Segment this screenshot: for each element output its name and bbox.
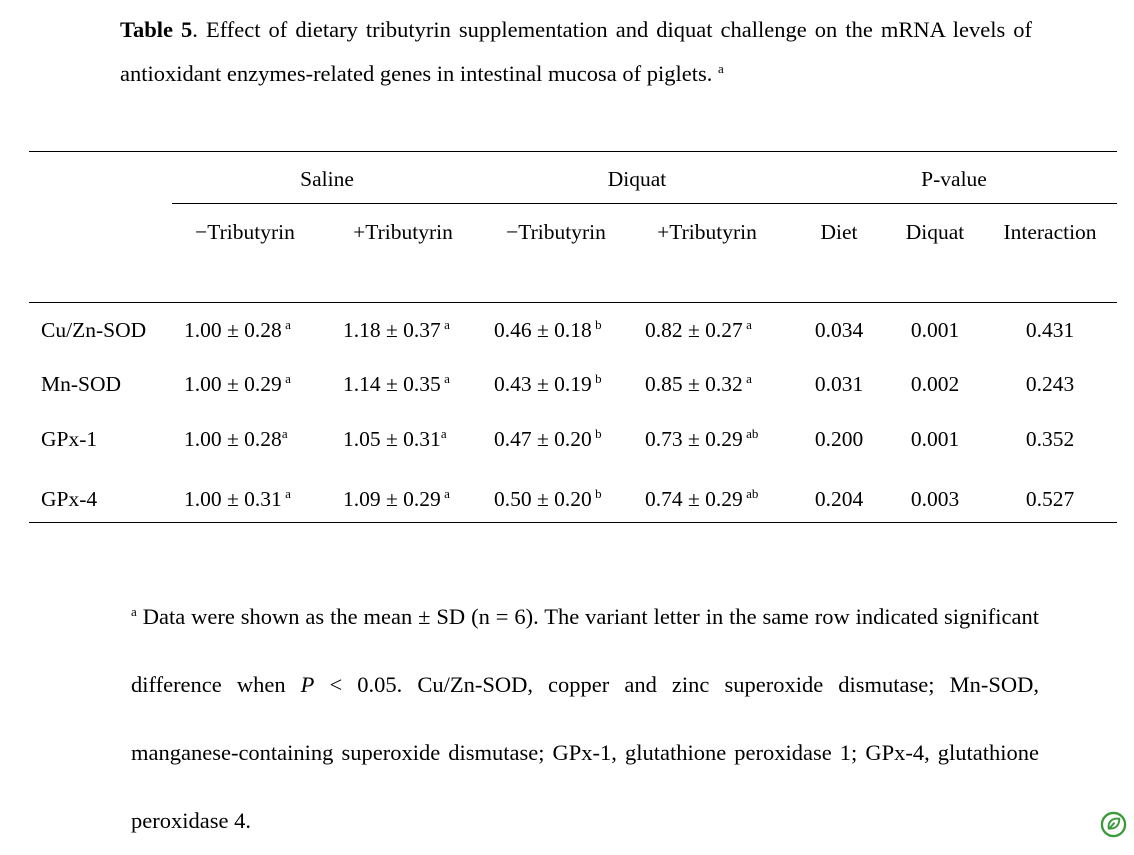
significance-letter: b xyxy=(591,426,602,441)
footnote-text-1: Data were shown as the mean ± SD (n = 6)… xyxy=(131,604,1039,697)
value-cell: 0.46 ± 0.18 b xyxy=(494,317,602,343)
subheader-interaction: Interaction xyxy=(1003,220,1097,244)
value-mean-sd: 1.00 ± 0.28 xyxy=(184,427,282,451)
value-cell: 0.74 ± 0.29 ab xyxy=(645,486,758,512)
significance-letter: a xyxy=(281,486,291,501)
footnote: a Data were shown as the mean ± SD (n = … xyxy=(131,583,1039,855)
value-cell: 1.09 ± 0.29 a xyxy=(343,486,450,512)
p-value-cell: 0.352 xyxy=(1025,427,1075,451)
significance-letter: a xyxy=(281,317,291,332)
table-top-rule xyxy=(29,151,1117,152)
significance-letter: a xyxy=(742,317,752,332)
value-cell: 1.00 ± 0.28 a xyxy=(184,317,291,343)
group-underline xyxy=(172,203,1117,204)
subheader-saline-plus: +Tributyrin xyxy=(353,220,453,244)
row-label: GPx-4 xyxy=(41,487,98,511)
subheader-diet: Diet xyxy=(820,220,858,244)
value-mean-sd: 0.46 ± 0.18 xyxy=(494,318,592,342)
significance-letter: b xyxy=(591,371,602,386)
subheader-saline-minus: −Tributyrin xyxy=(195,220,295,244)
value-mean-sd: 1.18 ± 0.37 xyxy=(343,318,441,342)
value-cell: 1.05 ± 0.31a xyxy=(343,426,447,452)
header-bottom-rule xyxy=(29,302,1117,303)
value-cell: 1.18 ± 0.37 a xyxy=(343,317,450,343)
row-label: Mn-SOD xyxy=(41,372,122,396)
caption-text: . Effect of dietary tributyrin supplemen… xyxy=(120,17,1033,86)
significance-letter: ab xyxy=(742,426,759,441)
value-cell: 1.14 ± 0.35 a xyxy=(343,371,450,397)
p-value-cell: 0.243 xyxy=(1025,372,1075,396)
value-mean-sd: 1.05 ± 0.31 xyxy=(343,427,441,451)
p-value-cell: 0.034 xyxy=(814,318,864,342)
value-cell: 1.00 ± 0.31 a xyxy=(184,486,291,512)
footnote-marker: a xyxy=(131,604,137,619)
subheader-diquat-plus: +Tributyrin xyxy=(657,220,757,244)
value-mean-sd: 1.00 ± 0.29 xyxy=(184,372,282,396)
value-mean-sd: 0.74 ± 0.29 xyxy=(645,487,743,511)
p-value-cell: 0.031 xyxy=(814,372,864,396)
p-value-cell: 0.527 xyxy=(1025,487,1075,511)
row-label: Cu/Zn-SOD xyxy=(41,318,147,342)
significance-letter: b xyxy=(591,317,602,332)
value-mean-sd: 1.14 ± 0.35 xyxy=(343,372,441,396)
subheader-diquat-p: Diquat xyxy=(905,220,965,244)
significance-letter: ab xyxy=(742,486,759,501)
significance-letter: b xyxy=(591,486,602,501)
significance-letter: a xyxy=(742,371,752,386)
value-cell: 1.00 ± 0.28a xyxy=(184,426,288,452)
value-mean-sd: 0.85 ± 0.32 xyxy=(645,372,743,396)
leaf-badge-icon xyxy=(1100,811,1127,838)
table-caption: Table 5. Effect of dietary tributyrin su… xyxy=(120,8,1032,96)
value-mean-sd: 1.00 ± 0.31 xyxy=(184,487,282,511)
p-value-cell: 0.002 xyxy=(910,372,960,396)
value-mean-sd: 1.09 ± 0.29 xyxy=(343,487,441,511)
value-cell: 0.82 ± 0.27 a xyxy=(645,317,752,343)
group-header-pvalue: P-value xyxy=(921,167,987,191)
p-value-cell: 0.001 xyxy=(910,427,960,451)
group-header-saline: Saline xyxy=(300,167,354,191)
group-header-diquat: Diquat xyxy=(607,167,667,191)
caption-label: Table 5 xyxy=(120,17,193,42)
value-cell: 0.47 ± 0.20 b xyxy=(494,426,602,452)
p-value-cell: 0.431 xyxy=(1025,318,1075,342)
significance-letter: a xyxy=(440,426,447,441)
table-bottom-rule xyxy=(29,522,1117,523)
value-mean-sd: 0.82 ± 0.27 xyxy=(645,318,743,342)
p-value-cell: 0.003 xyxy=(910,487,960,511)
footnote-text-2: < 0.05. Cu/Zn-SOD, copper and zinc super… xyxy=(131,672,1039,833)
value-mean-sd: 0.73 ± 0.29 xyxy=(645,427,743,451)
significance-letter: a xyxy=(440,371,450,386)
value-cell: 0.85 ± 0.32 a xyxy=(645,371,752,397)
value-mean-sd: 0.50 ± 0.20 xyxy=(494,487,592,511)
caption-marker: a xyxy=(717,61,724,76)
value-mean-sd: 0.47 ± 0.20 xyxy=(494,427,592,451)
value-mean-sd: 0.43 ± 0.19 xyxy=(494,372,592,396)
value-cell: 1.00 ± 0.29 a xyxy=(184,371,291,397)
significance-letter: a xyxy=(440,317,450,332)
value-cell: 0.50 ± 0.20 b xyxy=(494,486,602,512)
significance-letter: a xyxy=(440,486,450,501)
value-cell: 0.43 ± 0.19 b xyxy=(494,371,602,397)
significance-letter: a xyxy=(281,426,288,441)
significance-letter: a xyxy=(281,371,291,386)
row-label: GPx-1 xyxy=(41,427,98,451)
value-cell: 0.73 ± 0.29 ab xyxy=(645,426,758,452)
p-value-cell: 0.001 xyxy=(910,318,960,342)
p-value-cell: 0.204 xyxy=(814,487,864,511)
subheader-diquat-minus: −Tributyrin xyxy=(506,220,606,244)
value-mean-sd: 1.00 ± 0.28 xyxy=(184,318,282,342)
footnote-p-symbol: P xyxy=(300,672,315,697)
p-value-cell: 0.200 xyxy=(814,427,864,451)
